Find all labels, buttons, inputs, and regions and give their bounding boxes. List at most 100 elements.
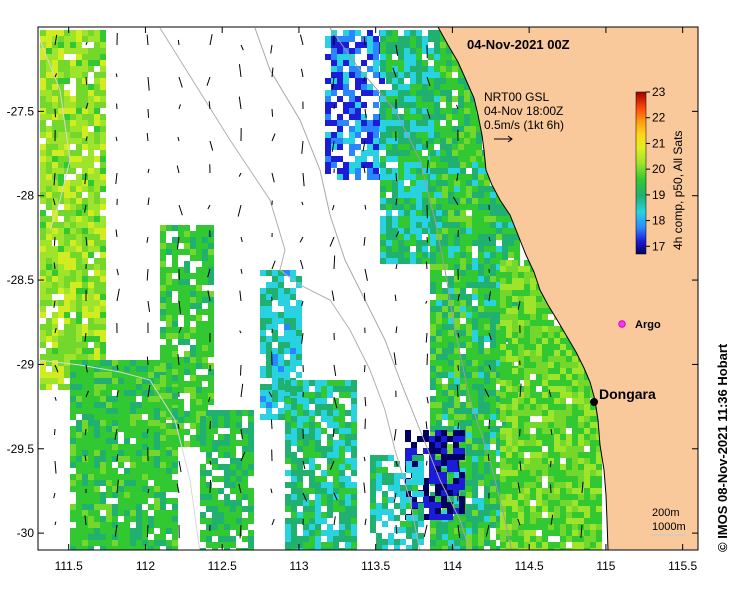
sst-pixel — [370, 515, 376, 521]
sst-pixel — [490, 222, 496, 228]
sst-pixel — [554, 512, 560, 518]
sst-pixel — [596, 518, 602, 524]
sst-pixel — [460, 234, 466, 240]
sst-pixel — [224, 440, 230, 446]
sst-pixel — [351, 434, 357, 440]
current-arrow — [299, 34, 304, 46]
sst-pixel — [160, 315, 166, 321]
current-arrow — [84, 172, 87, 185]
sst-pixel — [490, 270, 496, 276]
sst-pixel — [536, 368, 542, 374]
sst-pixel — [454, 192, 460, 198]
sst-pixel — [376, 509, 382, 515]
sst-pixel — [166, 279, 172, 285]
sst-pixel — [172, 414, 178, 420]
sst-pixel — [106, 408, 112, 414]
sst-pixel — [484, 312, 490, 318]
sst-pixel — [512, 416, 518, 422]
sst-pixel — [440, 96, 446, 102]
sst-pixel — [100, 66, 106, 72]
sst-pixel — [52, 246, 58, 252]
sst-pixel — [373, 60, 379, 66]
sst-pixel — [40, 210, 46, 216]
sst-pixel — [448, 528, 454, 534]
sst-pixel — [296, 318, 302, 324]
sst-pixel — [484, 438, 490, 444]
sst-pixel — [230, 422, 236, 428]
sst-pixel — [554, 542, 560, 548]
sst-pixel — [88, 318, 94, 324]
sst-pixel — [394, 527, 400, 533]
sst-pixel — [518, 482, 524, 488]
sst-pixel — [430, 546, 436, 550]
sst-pixel — [142, 492, 148, 498]
sst-pixel — [349, 108, 355, 114]
sst-pixel — [454, 414, 460, 420]
sst-pixel — [285, 422, 291, 428]
sst-pixel — [361, 42, 367, 48]
sst-pixel — [46, 48, 52, 54]
sst-pixel — [578, 440, 584, 446]
sst-pixel — [502, 216, 508, 222]
sst-pixel — [339, 416, 345, 422]
sst-pixel — [406, 521, 412, 527]
sst-pixel — [361, 162, 367, 168]
sst-pixel — [506, 428, 512, 434]
sst-pixel — [76, 504, 82, 510]
sst-pixel — [490, 426, 496, 432]
sst-pixel — [106, 534, 112, 540]
sst-pixel — [472, 402, 478, 408]
sst-pixel — [303, 398, 309, 404]
current-arrow — [116, 268, 119, 276]
sst-pixel — [512, 326, 518, 332]
sst-pixel — [266, 288, 272, 294]
sst-pixel — [208, 339, 214, 345]
sst-pixel — [112, 456, 118, 462]
sst-pixel — [518, 278, 524, 284]
sst-pixel — [454, 474, 460, 480]
sst-pixel — [172, 375, 178, 381]
sst-pixel — [490, 474, 496, 480]
sst-pixel — [260, 342, 266, 348]
sst-pixel — [325, 132, 331, 138]
sst-pixel — [100, 432, 106, 438]
sst-pixel — [453, 436, 459, 442]
sst-pixel — [297, 410, 303, 416]
sst-pixel — [500, 464, 506, 470]
sst-pixel — [512, 320, 518, 326]
sst-pixel — [542, 392, 548, 398]
current-arrow — [332, 428, 335, 438]
sst-pixel — [554, 530, 560, 536]
sst-pixel — [58, 354, 64, 360]
sst-pixel — [224, 530, 230, 536]
sst-pixel — [166, 321, 172, 327]
sst-pixel — [291, 494, 297, 500]
sst-pixel — [260, 384, 266, 390]
sst-pixel — [100, 456, 106, 462]
sst-pixel — [351, 500, 357, 506]
sst-pixel — [506, 422, 512, 428]
sst-pixel — [478, 162, 484, 168]
sst-pixel — [446, 90, 452, 96]
sst-pixel — [206, 434, 212, 440]
sst-pixel — [496, 486, 502, 492]
sst-pixel — [448, 420, 454, 426]
sst-pixel — [430, 318, 436, 324]
sst-pixel — [325, 150, 331, 156]
sst-pixel — [88, 516, 94, 522]
sst-pixel — [355, 48, 361, 54]
sst-pixel — [572, 380, 578, 386]
sst-pixel — [291, 416, 297, 422]
sst-pixel — [178, 231, 184, 237]
sst-pixel — [596, 494, 602, 500]
sst-pixel — [404, 30, 410, 36]
sst-pixel — [578, 380, 584, 386]
sst-pixel — [386, 138, 392, 144]
sst-pixel — [454, 330, 460, 336]
sst-pixel — [466, 426, 472, 432]
sst-pixel — [542, 374, 548, 380]
sst-pixel — [380, 186, 386, 192]
sst-pixel — [536, 518, 542, 524]
sst-pixel — [154, 486, 160, 492]
sst-pixel — [349, 168, 355, 174]
